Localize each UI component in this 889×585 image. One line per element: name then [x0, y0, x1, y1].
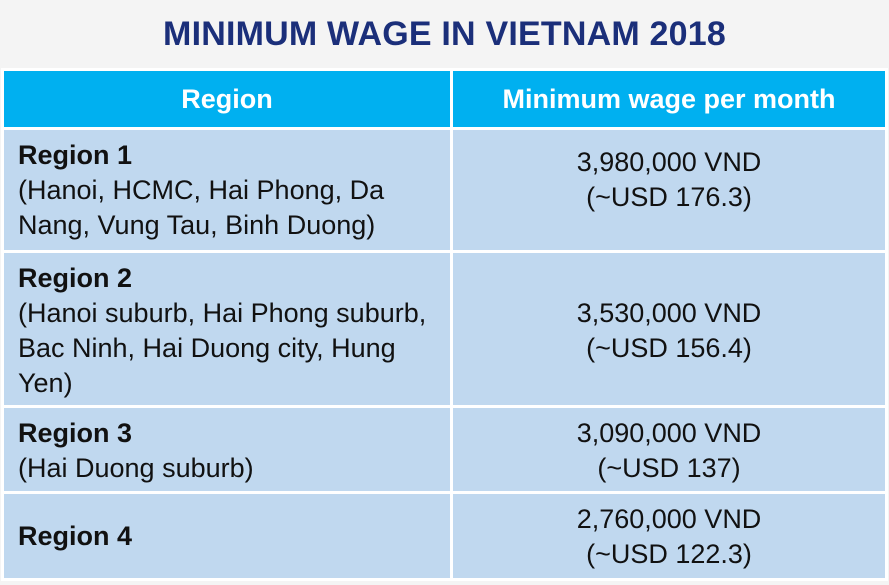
wage-usd: (~USD 176.3) — [586, 182, 752, 212]
region-description: (Hanoi suburb, Hai Phong suburb, Bac Nin… — [18, 298, 427, 398]
table-row: Region 2 (Hanoi suburb, Hai Phong suburb… — [1, 250, 888, 408]
region-description: (Hanoi, HCMC, Hai Phong, Da Nang, Vung T… — [18, 175, 385, 240]
column-header-region: Region — [1, 68, 453, 130]
wage-cell: 3,530,000 VND (~USD 156.4) — [450, 250, 888, 408]
wage-usd: (~USD 156.4) — [586, 333, 752, 363]
wage-vnd: 2,760,000 VND — [576, 504, 762, 534]
table-row: Region 4 2,760,000 VND (~USD 122.3) — [1, 491, 888, 581]
region-cell: Region 4 — [1, 491, 453, 581]
page-title: MINIMUM WAGE IN VIETNAM 2018 — [163, 15, 726, 53]
region-cell: Region 2 (Hanoi suburb, Hai Phong suburb… — [1, 250, 453, 408]
region-name: Region 4 — [18, 520, 133, 551]
wage-usd: (~USD 122.3) — [586, 539, 752, 569]
region-name: Region 2 — [18, 263, 133, 293]
wage-cell: 2,760,000 VND (~USD 122.3) — [450, 491, 888, 581]
wage-vnd: 3,090,000 VND — [576, 418, 762, 448]
wage-usd: (~USD 137) — [597, 453, 741, 483]
table-row: Region 1 (Hanoi, HCMC, Hai Phong, Da Nan… — [1, 127, 888, 253]
table-header-row: Region Minimum wage per month — [1, 68, 888, 130]
minimum-wage-table: Region Minimum wage per month Region 1 (… — [1, 68, 888, 581]
wage-vnd: 3,980,000 VND — [576, 147, 762, 177]
region-cell: Region 3 (Hai Duong suburb) — [1, 405, 453, 494]
wage-cell: 3,090,000 VND (~USD 137) — [450, 405, 888, 494]
region-name: Region 1 — [18, 140, 133, 170]
region-cell: Region 1 (Hanoi, HCMC, Hai Phong, Da Nan… — [1, 127, 453, 253]
region-description: (Hai Duong suburb) — [18, 453, 254, 483]
wage-cell: 3,980,000 VND (~USD 176.3) — [450, 127, 888, 253]
column-header-minimum-wage: Minimum wage per month — [450, 68, 888, 130]
region-name: Region 3 — [18, 418, 133, 448]
table-row: Region 3 (Hai Duong suburb) 3,090,000 VN… — [1, 405, 888, 494]
wage-vnd: 3,530,000 VND — [576, 298, 762, 328]
